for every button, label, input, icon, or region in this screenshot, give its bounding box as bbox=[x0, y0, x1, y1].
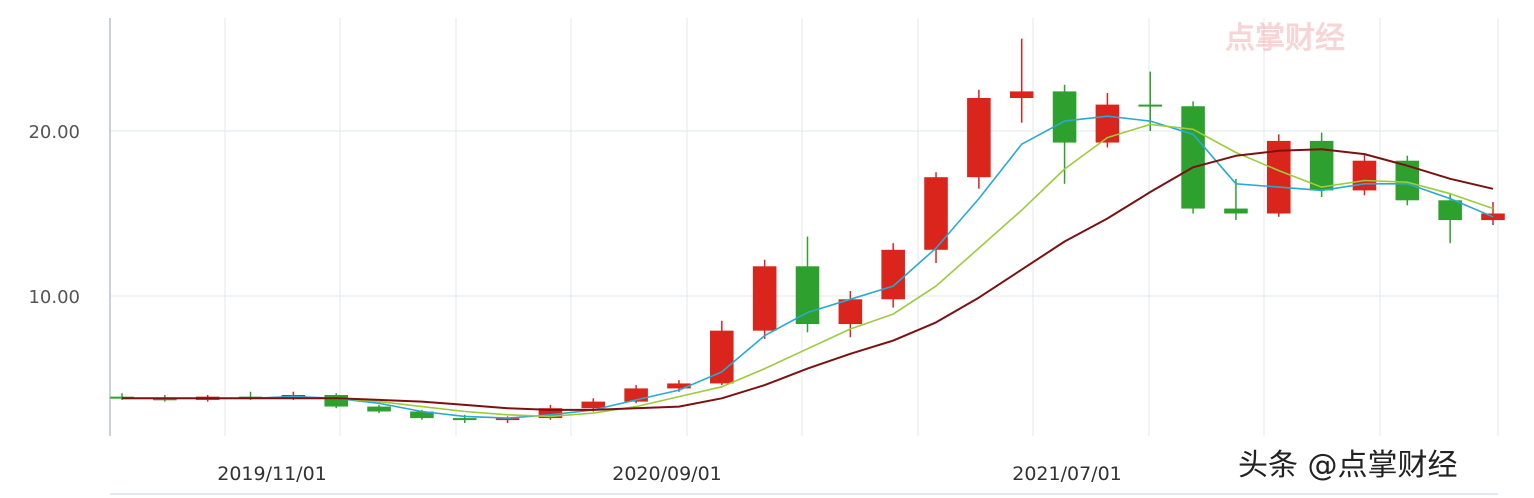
candle-body bbox=[1309, 140, 1334, 191]
candle-body bbox=[967, 98, 991, 178]
candle-body bbox=[667, 383, 691, 389]
moving-averages bbox=[122, 115, 1494, 419]
grid bbox=[109, 18, 1499, 495]
candle-body bbox=[1138, 104, 1163, 107]
candle-body bbox=[1438, 200, 1462, 221]
candle-body bbox=[752, 266, 777, 331]
candles bbox=[110, 38, 1505, 424]
candle-body bbox=[1009, 91, 1034, 98]
candle-body bbox=[1224, 208, 1248, 214]
candle-body bbox=[1352, 160, 1377, 191]
x-axis: 2019/11/01 2020/09/01 2021/07/01 bbox=[217, 463, 1122, 485]
x-tick-label: 2020/09/01 bbox=[612, 463, 722, 485]
x-tick-label: 2021/07/01 bbox=[1012, 463, 1122, 485]
x-tick-label: 2019/11/01 bbox=[217, 463, 327, 485]
candle-body bbox=[924, 177, 948, 250]
candle-body bbox=[1395, 160, 1420, 201]
candle-body bbox=[1095, 104, 1120, 143]
candle-body bbox=[367, 406, 391, 412]
candle-body bbox=[1266, 140, 1291, 214]
candle-body bbox=[1181, 106, 1205, 209]
candle-body bbox=[410, 411, 434, 419]
candle-body bbox=[452, 418, 477, 421]
candle-body bbox=[1052, 91, 1077, 143]
watermark-logo: 点掌财经 bbox=[1225, 21, 1345, 56]
candle-body bbox=[838, 299, 863, 325]
y-tick-label: 20.00 bbox=[28, 122, 80, 143]
candle-body bbox=[581, 401, 606, 409]
y-axis: 10.00 20.00 bbox=[28, 122, 80, 308]
watermark-corner: 头条 @点掌财经 bbox=[1238, 448, 1458, 483]
candle-body bbox=[538, 408, 563, 419]
moving-average-ma-slow bbox=[122, 148, 1494, 411]
y-tick-label: 10.00 bbox=[28, 287, 80, 308]
candle-body bbox=[324, 395, 349, 407]
candle-body bbox=[881, 249, 905, 300]
candle-body bbox=[710, 330, 734, 384]
candle-body bbox=[795, 266, 820, 325]
candle-body bbox=[495, 418, 520, 421]
